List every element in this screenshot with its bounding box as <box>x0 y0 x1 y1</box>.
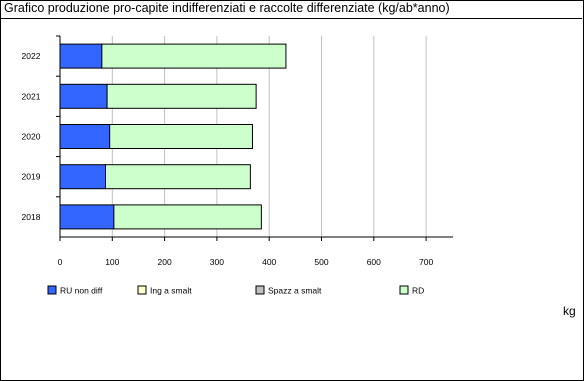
bar-segment <box>101 43 287 69</box>
bar-segment <box>59 124 111 149</box>
legend-label: RU non diff <box>60 286 103 296</box>
legend-swatch <box>255 285 265 295</box>
bar-segment <box>59 83 108 109</box>
x-tick-label: 200 <box>158 257 172 267</box>
y-tick-label: 2019 <box>22 172 41 182</box>
x-tick-label: 300 <box>210 257 224 267</box>
title-separator <box>0 18 582 19</box>
legend-label: Ing a smalt <box>150 286 192 296</box>
x-tick-label: 0 <box>58 257 63 267</box>
bar-segment <box>106 83 257 109</box>
y-tick-label: 2021 <box>22 91 41 101</box>
chart-title: Grafico produzione pro-capite indifferen… <box>4 1 450 15</box>
x-tick-label: 700 <box>419 257 433 267</box>
bar-segment <box>113 204 262 230</box>
legend-label: Spazz a smalt <box>268 286 322 296</box>
bar-segment <box>109 124 253 149</box>
legend-swatch <box>47 285 57 295</box>
x-tick-label: 400 <box>262 257 276 267</box>
bar-segment <box>59 164 107 190</box>
y-tick-label: 2022 <box>22 51 41 61</box>
bar-segment <box>59 204 115 230</box>
legend-label: RD <box>412 286 424 296</box>
bar-segment <box>59 43 103 69</box>
legend-swatch <box>137 285 147 295</box>
x-tick-label: 100 <box>105 257 119 267</box>
legend-swatch <box>399 285 409 295</box>
unit-label: kg <box>563 304 576 318</box>
x-tick-label: 500 <box>314 257 328 267</box>
y-tick-label: 2018 <box>22 212 41 222</box>
y-tick-label: 2020 <box>22 132 41 142</box>
bar-segment <box>105 164 251 190</box>
x-tick-label: 600 <box>367 257 381 267</box>
